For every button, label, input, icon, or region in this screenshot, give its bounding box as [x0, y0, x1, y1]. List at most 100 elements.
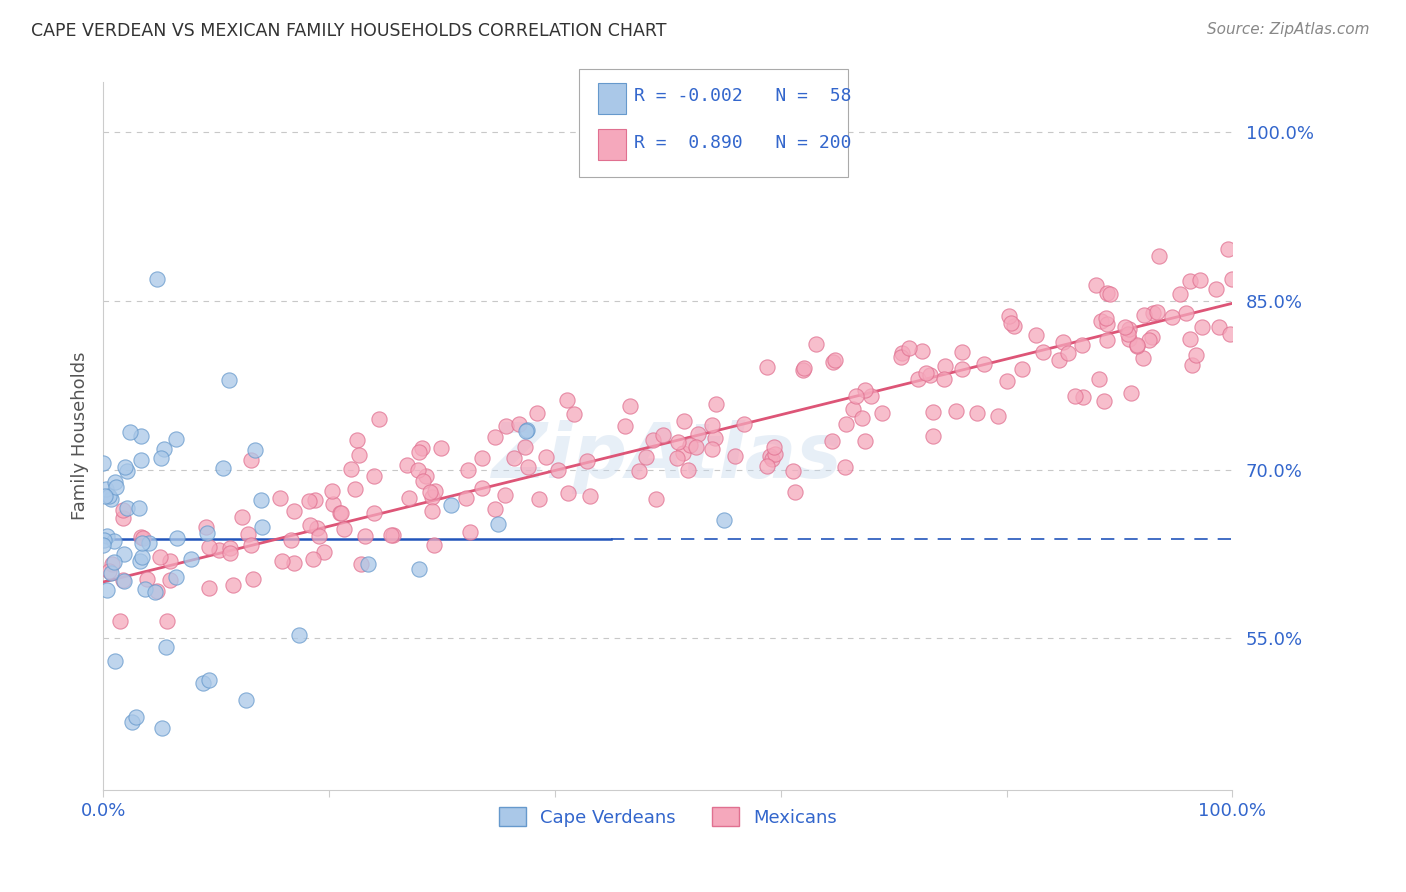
- Point: [672, 446, 695, 460]
- Point: [128, 501, 150, 516]
- Point: [420, 490, 443, 504]
- Point: [1188, 273, 1211, 287]
- Point: [180, 552, 202, 566]
- Text: ZipAtlas: ZipAtlas: [492, 420, 844, 494]
- Point: [619, 399, 641, 413]
- Point: [1178, 274, 1201, 288]
- Point: [1094, 310, 1116, 325]
- Point: [312, 544, 335, 558]
- Point: [93, 538, 115, 552]
- Point: [129, 429, 152, 443]
- Point: [131, 549, 153, 564]
- Point: [1191, 319, 1213, 334]
- Point: [343, 483, 366, 497]
- Point: [298, 518, 321, 533]
- Point: [346, 433, 368, 447]
- Text: Source: ZipAtlas.com: Source: ZipAtlas.com: [1206, 22, 1369, 37]
- Point: [218, 541, 240, 555]
- Text: R = -0.002   N =  58: R = -0.002 N = 58: [634, 87, 852, 105]
- Point: [239, 538, 262, 552]
- Point: [1132, 351, 1154, 365]
- Point: [118, 425, 141, 440]
- Point: [363, 506, 385, 520]
- Point: [495, 419, 517, 434]
- Point: [211, 461, 233, 475]
- Point: [112, 574, 135, 588]
- Point: [367, 411, 389, 425]
- Point: [195, 525, 218, 540]
- Point: [236, 527, 259, 541]
- Point: [340, 461, 363, 475]
- Point: [108, 614, 131, 628]
- Point: [243, 442, 266, 457]
- Point: [651, 428, 673, 442]
- Point: [700, 442, 723, 456]
- Point: [1137, 333, 1160, 347]
- Point: [613, 419, 636, 434]
- Point: [91, 456, 114, 470]
- Point: [330, 507, 353, 521]
- Point: [1118, 332, 1140, 346]
- Point: [1097, 317, 1119, 331]
- Point: [380, 528, 402, 542]
- Point: [471, 481, 494, 495]
- Point: [987, 409, 1010, 423]
- Point: [308, 529, 330, 543]
- Point: [231, 509, 253, 524]
- Point: [412, 474, 434, 488]
- Point: [526, 406, 548, 420]
- Point: [484, 501, 506, 516]
- Point: [1205, 282, 1227, 296]
- Point: [156, 615, 179, 629]
- Point: [98, 564, 121, 578]
- Point: [704, 396, 727, 410]
- Point: [454, 491, 477, 505]
- Point: [806, 337, 828, 351]
- Point: [547, 462, 569, 476]
- Point: [1147, 249, 1170, 263]
- Point: [973, 357, 995, 371]
- Point: [100, 491, 122, 506]
- Point: [1064, 389, 1087, 403]
- Point: [269, 491, 291, 505]
- Point: [250, 520, 273, 534]
- Point: [702, 417, 724, 432]
- Point: [1087, 372, 1109, 386]
- Point: [197, 541, 219, 555]
- Point: [688, 426, 710, 441]
- Point: [242, 572, 264, 586]
- Point: [96, 529, 118, 543]
- Point: [792, 363, 814, 377]
- Point: [1098, 286, 1121, 301]
- Point: [995, 374, 1018, 388]
- Point: [103, 555, 125, 569]
- Point: [641, 433, 664, 447]
- Point: [381, 527, 404, 541]
- Point: [907, 372, 929, 386]
- Point: [1090, 314, 1112, 328]
- Point: [782, 464, 804, 478]
- Point: [104, 480, 127, 494]
- Point: [665, 450, 688, 465]
- Point: [222, 578, 245, 592]
- Point: [922, 405, 945, 419]
- Point: [1032, 345, 1054, 359]
- Point: [94, 489, 117, 503]
- Text: CAPE VERDEAN VS MEXICAN FAMILY HOUSEHOLDS CORRELATION CHART: CAPE VERDEAN VS MEXICAN FAMILY HOUSEHOLD…: [31, 22, 666, 40]
- Point: [998, 310, 1021, 324]
- Point: [1095, 334, 1118, 348]
- Point: [755, 359, 778, 374]
- Point: [329, 506, 352, 520]
- Point: [408, 562, 430, 576]
- Point: [301, 552, 323, 566]
- Point: [149, 550, 172, 565]
- Point: [1174, 306, 1197, 320]
- Point: [851, 411, 873, 425]
- Point: [423, 538, 446, 552]
- Point: [250, 492, 273, 507]
- Point: [159, 554, 181, 568]
- Point: [471, 450, 494, 465]
- Point: [1092, 394, 1115, 409]
- Point: [152, 442, 174, 456]
- Point: [842, 402, 865, 417]
